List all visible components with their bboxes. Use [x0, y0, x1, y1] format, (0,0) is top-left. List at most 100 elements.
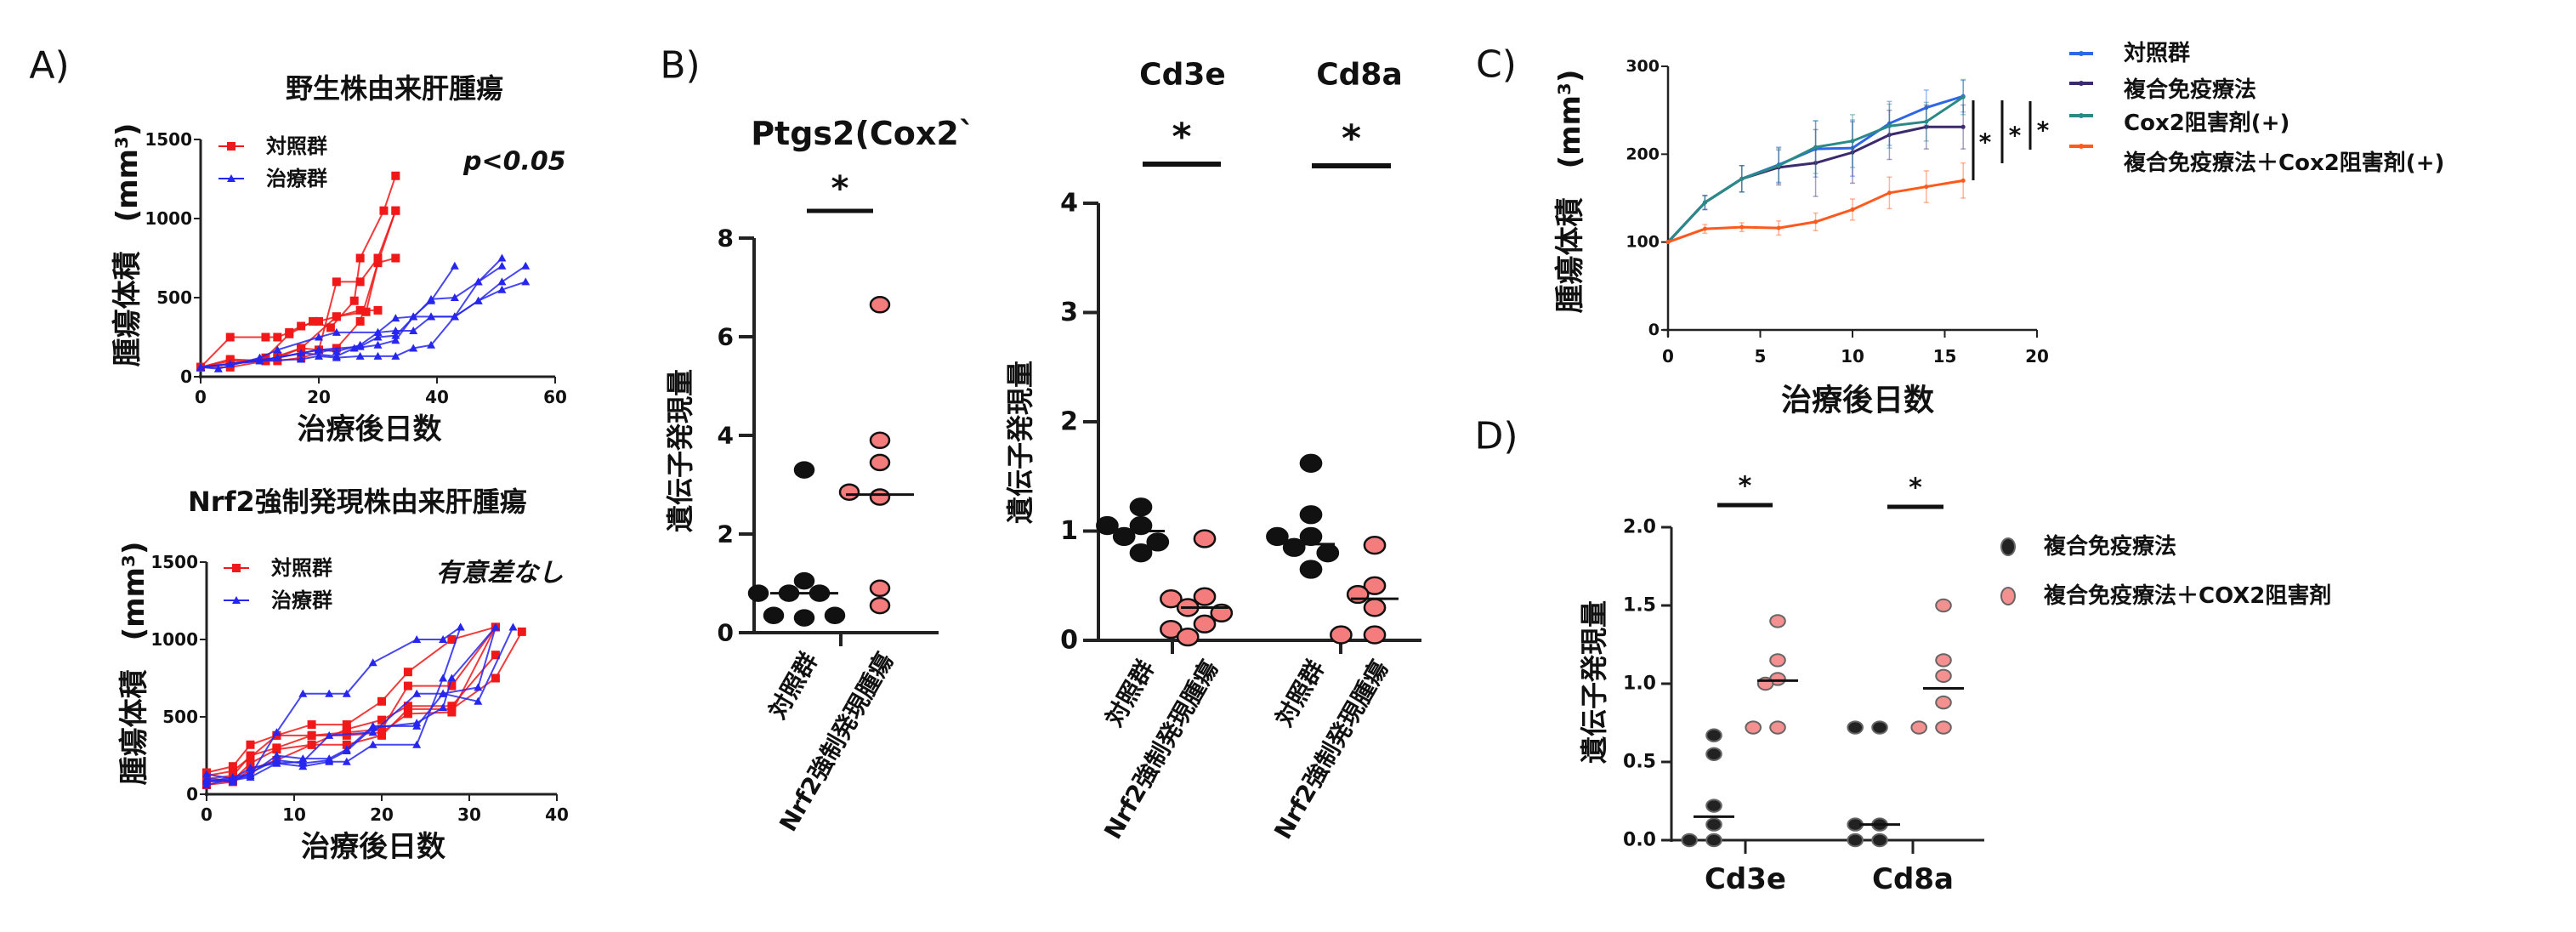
x-tick-label: 20	[307, 387, 331, 407]
data-point	[869, 431, 891, 450]
significance-asterisk: *	[2009, 122, 2022, 150]
triangle-marker	[368, 728, 377, 736]
data-point	[793, 461, 815, 479]
triangle-marker	[412, 740, 422, 748]
chart-title: Ptgs2(Cox2`	[751, 115, 975, 152]
square-marker	[355, 305, 365, 315]
square-marker	[307, 720, 316, 730]
data-point	[1739, 176, 1745, 181]
y-axis-label: 腫瘍体積 (mm³)	[1553, 70, 1587, 314]
annotation: p<0.05	[462, 147, 566, 177]
y-tick-label: 500	[156, 287, 192, 308]
data-point	[1960, 178, 1966, 183]
y-tick-label: 300	[1626, 57, 1660, 76]
data-point	[1363, 598, 1387, 617]
square-marker	[447, 681, 457, 690]
triangle-marker	[332, 347, 341, 355]
y-tick-label: 0	[186, 784, 198, 804]
data-point	[1705, 728, 1722, 742]
series-treatment	[202, 622, 465, 784]
significance-asterisk: *	[1979, 128, 1992, 156]
square-marker	[232, 564, 241, 572]
square-marker	[297, 344, 306, 353]
dot-group	[1910, 598, 1964, 735]
y-tick-label: 1000	[150, 629, 198, 650]
square-marker	[342, 725, 351, 734]
data-point	[1129, 543, 1153, 563]
square-marker	[246, 753, 255, 762]
legend-marker	[2079, 51, 2084, 56]
data-point	[1363, 625, 1387, 645]
y-tick-label: 2.0	[1623, 517, 1656, 538]
triangle-marker	[412, 719, 422, 727]
dot-group	[1096, 497, 1170, 563]
data-point	[1705, 817, 1722, 832]
data-point	[1282, 537, 1306, 557]
y-axis-label: 遺伝子発現量	[664, 369, 696, 532]
triangle-marker	[202, 770, 211, 778]
square-marker	[355, 316, 365, 326]
square-marker	[228, 762, 237, 771]
panel-label: D)	[1474, 415, 1518, 458]
legend-label: 複合免疫療法	[2124, 77, 2256, 103]
chart-title: Cd3e	[1139, 58, 1226, 93]
y-tick-label: 1500	[150, 552, 198, 572]
data-point	[1850, 145, 1855, 151]
square-marker	[447, 708, 457, 717]
legend-marker	[2079, 81, 2084, 86]
triangle-marker	[272, 728, 281, 736]
triangle-marker	[196, 362, 205, 371]
triangle-marker	[373, 351, 383, 360]
square-marker	[227, 142, 235, 151]
data-point	[1924, 185, 1929, 190]
data-point	[1129, 497, 1153, 517]
triangle-marker	[227, 174, 235, 182]
square-marker	[272, 745, 281, 754]
data-point	[1769, 653, 1786, 668]
square-marker	[297, 321, 306, 331]
triangle-marker	[474, 296, 483, 304]
category-label: Cd8a	[1872, 862, 1954, 896]
legend-label: 対照群	[271, 556, 332, 580]
square-marker	[261, 332, 270, 342]
data-point	[1705, 833, 1722, 848]
y-tick-label: 100	[1626, 233, 1660, 252]
square-marker	[403, 681, 412, 690]
data-point	[1813, 161, 1819, 166]
chart-title: Cd8a	[1316, 58, 1403, 93]
square-marker	[377, 715, 386, 725]
y-axis-label: 腫瘍体積 (mm³)	[111, 123, 145, 367]
dot-group	[1160, 529, 1234, 647]
y-tick-label: 4	[1060, 189, 1078, 219]
y-tick-label: 0.5	[1623, 752, 1656, 773]
triangle-marker	[246, 768, 255, 776]
square-marker	[307, 730, 316, 740]
square-marker	[373, 259, 383, 268]
data-point	[1850, 150, 1855, 155]
x-axis-label: 治療後日数	[1781, 384, 1934, 418]
data-point	[1316, 543, 1340, 563]
square-marker	[355, 253, 365, 263]
category-label: 対照群	[1100, 656, 1160, 731]
data-point	[1887, 133, 1892, 138]
legend-label: 対照群	[266, 134, 327, 158]
square-marker	[315, 316, 323, 326]
data-point	[1850, 139, 1855, 144]
square-marker	[285, 329, 294, 338]
triangle-marker	[439, 689, 448, 697]
chart-title: 野生株由来肝腫瘍	[286, 72, 503, 105]
triangle-marker	[298, 689, 308, 697]
x-tick-label: 10	[1841, 346, 1864, 367]
triangle-marker	[409, 327, 418, 335]
square-marker	[307, 740, 316, 749]
x-tick-label: 0	[201, 804, 213, 825]
square-marker	[342, 730, 351, 740]
y-tick-label: 2	[718, 520, 734, 548]
triangle-marker	[272, 751, 281, 759]
square-marker	[377, 728, 386, 737]
triangle-marker	[315, 351, 323, 360]
square-marker	[225, 332, 235, 342]
series-line	[206, 626, 496, 774]
triangle-marker	[355, 351, 365, 360]
square-marker	[403, 702, 412, 711]
